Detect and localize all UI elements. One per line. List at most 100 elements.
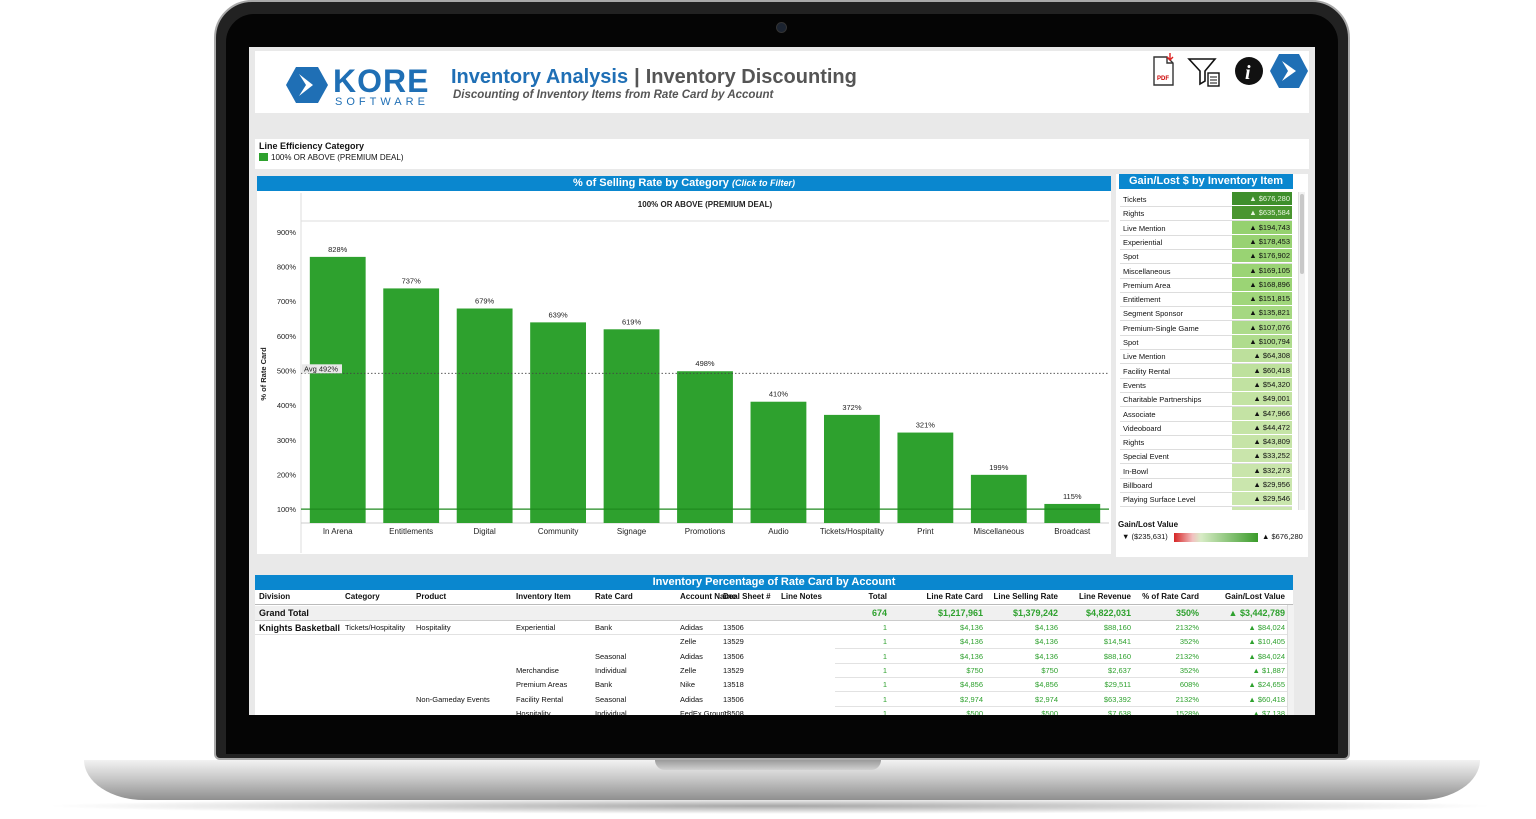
column-header[interactable]: Line Selling Rate [993, 592, 1058, 601]
column-header[interactable]: Inventory Item [516, 592, 571, 601]
dashboard-header: KORE SOFTWARE Inventory Analysis | Invento… [255, 51, 1309, 113]
table-row[interactable] [835, 648, 1293, 650]
gain-lost-row[interactable]: Premium Area ▲ $168,896 [1120, 277, 1292, 293]
gain-lost-item-name: Events [1123, 380, 1146, 390]
table-row[interactable] [835, 691, 1293, 693]
table-cell: $63,392 [1103, 694, 1131, 704]
y-tick-label: 900% [277, 228, 297, 237]
gain-lost-scale: Gain/Lost Value ▼ ($235,631) ▲ $676,280 [1118, 520, 1306, 550]
gain-lost-row[interactable]: Facility Rental ▲ $60,418 [1120, 363, 1292, 379]
gain-lost-item-value: ▲ $176,902 [1232, 249, 1292, 263]
gain-lost-row[interactable]: Special Event ▲ $33,252 [1120, 449, 1292, 465]
table-cell: 2132% [1175, 694, 1199, 704]
kore-logo-icon[interactable] [1269, 51, 1309, 91]
table-cell: Tickets/Hospitality [345, 623, 406, 632]
gain-lost-item-value: ▲ $168,896 [1232, 277, 1292, 291]
filter-icon[interactable] [1185, 51, 1225, 91]
kore-logo[interactable]: KORE SOFTWARE [285, 65, 428, 108]
gain-lost-row[interactable]: Miscellaneous ▲ $169,105 [1120, 263, 1292, 279]
gain-lost-row[interactable]: Billboard ▲ $29,956 [1120, 478, 1292, 493]
gain-lost-scrollbar[interactable] [1298, 192, 1305, 510]
gain-lost-item-name: Spot [1123, 338, 1139, 347]
table-row[interactable] [255, 634, 1293, 635]
gain-lost-item-name: Playing Surface Level [1123, 495, 1196, 505]
bar-value-label: 828% [328, 245, 348, 254]
grand-total-row[interactable] [255, 606, 1293, 621]
bar-value-label: 619% [622, 317, 642, 326]
table-row[interactable] [835, 662, 1293, 664]
gain-lost-row[interactable]: Videoboard ▲ $44,472 [1120, 420, 1292, 436]
y-axis-label: % of Rate Card [259, 347, 268, 401]
gain-lost-item-value: ▲ $44,472 [1232, 420, 1292, 434]
table-cell: 1 [882, 623, 887, 632]
gain-lost-item-value: ▲ $47,966 [1232, 406, 1292, 420]
info-icon[interactable]: i [1229, 51, 1269, 91]
table-cell: $4,136 [960, 651, 983, 661]
grand-total-line-revenue: $4,822,031 [1085, 608, 1131, 618]
gain-lost-row[interactable]: Spot ▲ $100,794 [1120, 335, 1292, 350]
gain-lost-row[interactable]: Premium-Single Game ▲ $107,076 [1120, 320, 1292, 336]
gain-lost-row[interactable]: Spot ▲ $176,902 [1120, 249, 1292, 265]
x-category-label: Signage [617, 527, 647, 536]
legend-item[interactable]: 100% OR ABOVE (PREMIUM DEAL) [259, 153, 403, 162]
pdf-icon[interactable]: PDF [1143, 51, 1183, 91]
gain-lost-row[interactable]: Live Mention ▲ $64,308 [1120, 349, 1292, 365]
grand-total-line-selling-rate: $1,379,242 [1012, 608, 1058, 618]
gain-lost-row[interactable]: Experiential ▲ $178,453 [1120, 234, 1292, 250]
gain-lost-row[interactable]: Rights ▲ $43,809 [1120, 435, 1292, 451]
gain-lost-item-name: Videoboard [1123, 423, 1162, 433]
column-header[interactable]: Account Name [680, 592, 737, 601]
y-tick-label: 800% [277, 263, 297, 272]
table-cell: 608% [1179, 680, 1199, 690]
gain-lost-row[interactable]: Tickets ▲ $676,280 [1120, 192, 1292, 207]
gain-lost-item-value: ▲ $54,320 [1232, 377, 1292, 391]
x-category-label: Print [917, 527, 934, 536]
table-cell: $4,136 [960, 623, 983, 632]
table-cell: 13508 [723, 708, 744, 715]
table-cell: 13529 [723, 665, 744, 675]
gain-lost-row[interactable]: In-Bowl ▲ $32,273 [1120, 463, 1292, 479]
gain-lost-item-value [1232, 506, 1292, 510]
gain-lost-row[interactable]: Live Mention ▲ $194,743 [1120, 220, 1292, 236]
table-cell: $7,638 [1108, 708, 1131, 715]
gain-lost-row[interactable]: Charitable Partnerships ▲ $49,001 [1120, 392, 1292, 408]
gain-lost-row[interactable]: Entitlement ▲ $151,815 [1120, 292, 1292, 308]
gain-lost-row[interactable]: Rights ▲ $635,584 [1120, 206, 1292, 222]
column-header[interactable]: Line Notes [781, 592, 822, 601]
column-header[interactable]: Rate Card [595, 592, 633, 601]
table-cell: $4,136 [1035, 651, 1058, 661]
table-cell: Zelle [680, 637, 697, 647]
column-header[interactable]: Category [345, 592, 380, 601]
gain-lost-row[interactable]: Unique Item [1120, 506, 1292, 510]
column-header[interactable]: Deal Sheet # [723, 592, 771, 601]
x-category-label: Audio [768, 527, 789, 536]
table-cell: $14,541 [1103, 637, 1131, 647]
gain-lost-row[interactable]: Playing Surface Level ▲ $29,546 [1120, 492, 1292, 508]
gain-lost-item-name: Special Event [1123, 452, 1169, 462]
scrollbar-thumb[interactable] [1300, 194, 1304, 274]
table-row[interactable] [835, 676, 1293, 678]
column-header[interactable]: Line Revenue [1078, 592, 1131, 601]
scale-min: ▼ ($235,631) [1122, 532, 1168, 541]
table-row[interactable] [835, 705, 1293, 707]
table-cell: 13506 [723, 623, 744, 632]
column-header[interactable]: Line Rate Card [926, 592, 983, 601]
column-header[interactable]: Division [259, 592, 291, 601]
column-header[interactable]: Total [868, 592, 887, 601]
column-header[interactable]: Product [416, 592, 447, 601]
gain-lost-row[interactable]: Segment Sponsor ▲ $135,821 [1120, 306, 1292, 322]
gain-lost-item-value: ▲ $194,743 [1232, 220, 1292, 234]
gain-lost-row[interactable]: Events ▲ $54,320 [1120, 377, 1292, 393]
gain-lost-row[interactable]: Associate ▲ $47,966 [1120, 406, 1292, 422]
x-category-label: Digital [474, 527, 496, 536]
selling-rate-panel-title: % of Selling Rate by Category (Click to … [257, 176, 1111, 191]
table-cell: 1 [882, 680, 887, 690]
table-cell: Seasonal [595, 694, 627, 704]
column-header[interactable]: Gain/Lost Value [1224, 592, 1285, 601]
column-header[interactable]: % of Rate Card [1142, 592, 1199, 601]
table-cell: Adidas [680, 623, 703, 632]
gain-lost-item-name: Spot [1123, 252, 1139, 262]
table-scrollbar[interactable] [1287, 605, 1294, 715]
grand-total-gain: ▲ $3,442,789 [1228, 608, 1285, 618]
bar-entitlements [383, 288, 440, 523]
